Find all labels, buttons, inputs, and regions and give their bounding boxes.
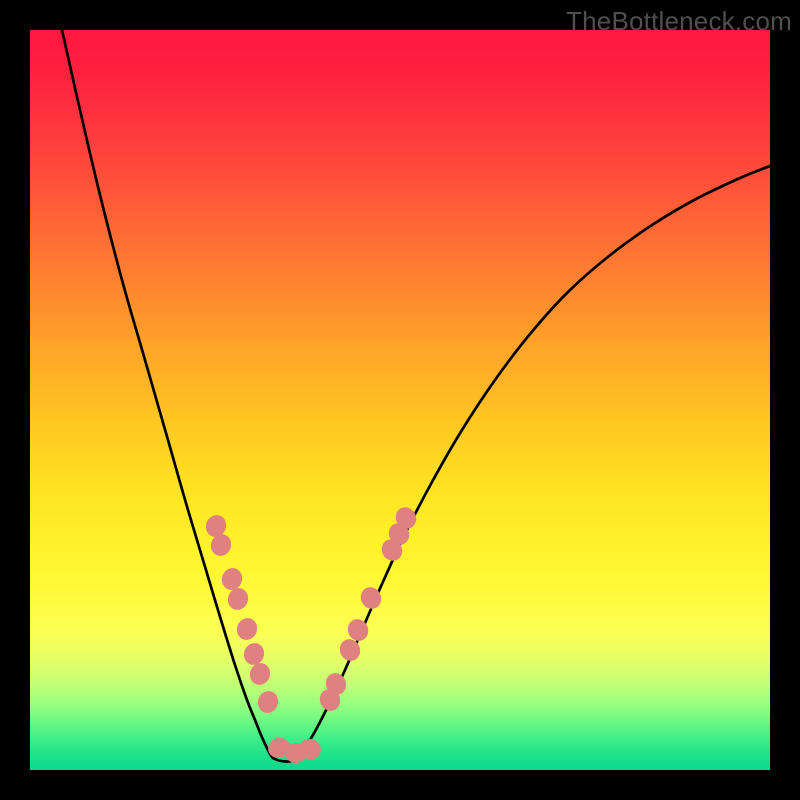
- chart-stage: TheBottleneck.com: [0, 0, 800, 800]
- watermark-text: TheBottleneck.com: [566, 6, 792, 37]
- plot-area: [30, 30, 770, 770]
- marker-pill: [234, 615, 260, 643]
- marker-pill: [255, 688, 281, 716]
- marker-pill: [357, 584, 385, 613]
- markers-layer: [30, 30, 770, 770]
